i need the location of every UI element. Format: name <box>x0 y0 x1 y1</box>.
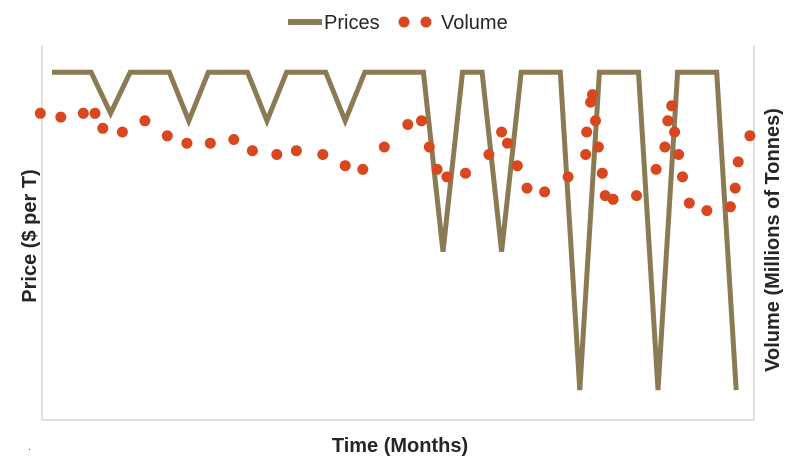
plot-frame <box>41 45 755 421</box>
volume-point <box>662 115 674 127</box>
volume-point <box>97 122 109 134</box>
volume-point <box>496 126 508 138</box>
volume-point <box>677 171 688 183</box>
volume-point <box>592 141 604 153</box>
volume-point <box>729 182 741 194</box>
volume-point <box>669 126 681 138</box>
volume-point <box>246 145 258 157</box>
volume-point <box>587 89 598 101</box>
volume-point <box>317 149 329 160</box>
volume-point <box>580 149 592 160</box>
volume-point <box>596 167 608 179</box>
volume-point <box>607 193 619 205</box>
legend-volume-label: Volume <box>441 12 508 34</box>
legend-prices-label: Prices <box>324 12 380 34</box>
y-axis-title-left: Price ($ per T) <box>19 169 41 302</box>
volume-point <box>34 107 46 119</box>
volume-point <box>290 145 302 157</box>
volume-point <box>562 171 574 183</box>
volume-point <box>116 126 128 138</box>
volume-point <box>357 163 369 175</box>
volume-point <box>590 115 601 127</box>
volume-point <box>539 186 551 198</box>
legend-volume-swatch-left <box>398 16 410 28</box>
volume-point <box>511 160 523 172</box>
volume-point <box>416 115 427 127</box>
volume-point <box>441 171 453 183</box>
legend-volume-swatch-right <box>420 16 432 28</box>
volume-point <box>732 156 744 168</box>
volume-point <box>666 100 678 112</box>
corner-mark: . <box>28 442 31 453</box>
volume-point <box>423 141 435 153</box>
volume-point <box>683 197 695 209</box>
volume-point <box>402 119 414 130</box>
volume-point <box>483 149 495 160</box>
plot-marks <box>34 69 756 391</box>
volume-point <box>139 115 151 127</box>
volume-point <box>228 134 240 145</box>
x-axis-title: Time (Months) <box>332 435 468 457</box>
volume-point <box>724 201 736 213</box>
legend: Prices Volume <box>288 12 508 34</box>
volume-point <box>502 137 513 149</box>
volume-point <box>460 167 471 179</box>
volume-point <box>339 160 351 172</box>
y-axis-title-right: Volume (Millions of Tonnes) <box>762 108 784 372</box>
volume-point <box>650 163 662 175</box>
volume-point <box>77 107 89 119</box>
volume-point <box>204 137 216 149</box>
volume-point <box>431 163 443 175</box>
volume-point <box>581 126 593 138</box>
volume-point <box>271 149 283 160</box>
prices-line <box>52 69 739 391</box>
volume-point <box>631 190 642 202</box>
volume-point <box>701 205 713 217</box>
volume-point <box>521 182 533 194</box>
volume-point <box>378 141 390 153</box>
volume-point <box>161 130 173 142</box>
volume-point <box>181 137 193 149</box>
volume-point <box>659 141 671 153</box>
volume-point <box>89 107 101 119</box>
volume-point <box>55 111 67 123</box>
volume-point <box>673 149 685 160</box>
volume-point <box>744 130 756 142</box>
